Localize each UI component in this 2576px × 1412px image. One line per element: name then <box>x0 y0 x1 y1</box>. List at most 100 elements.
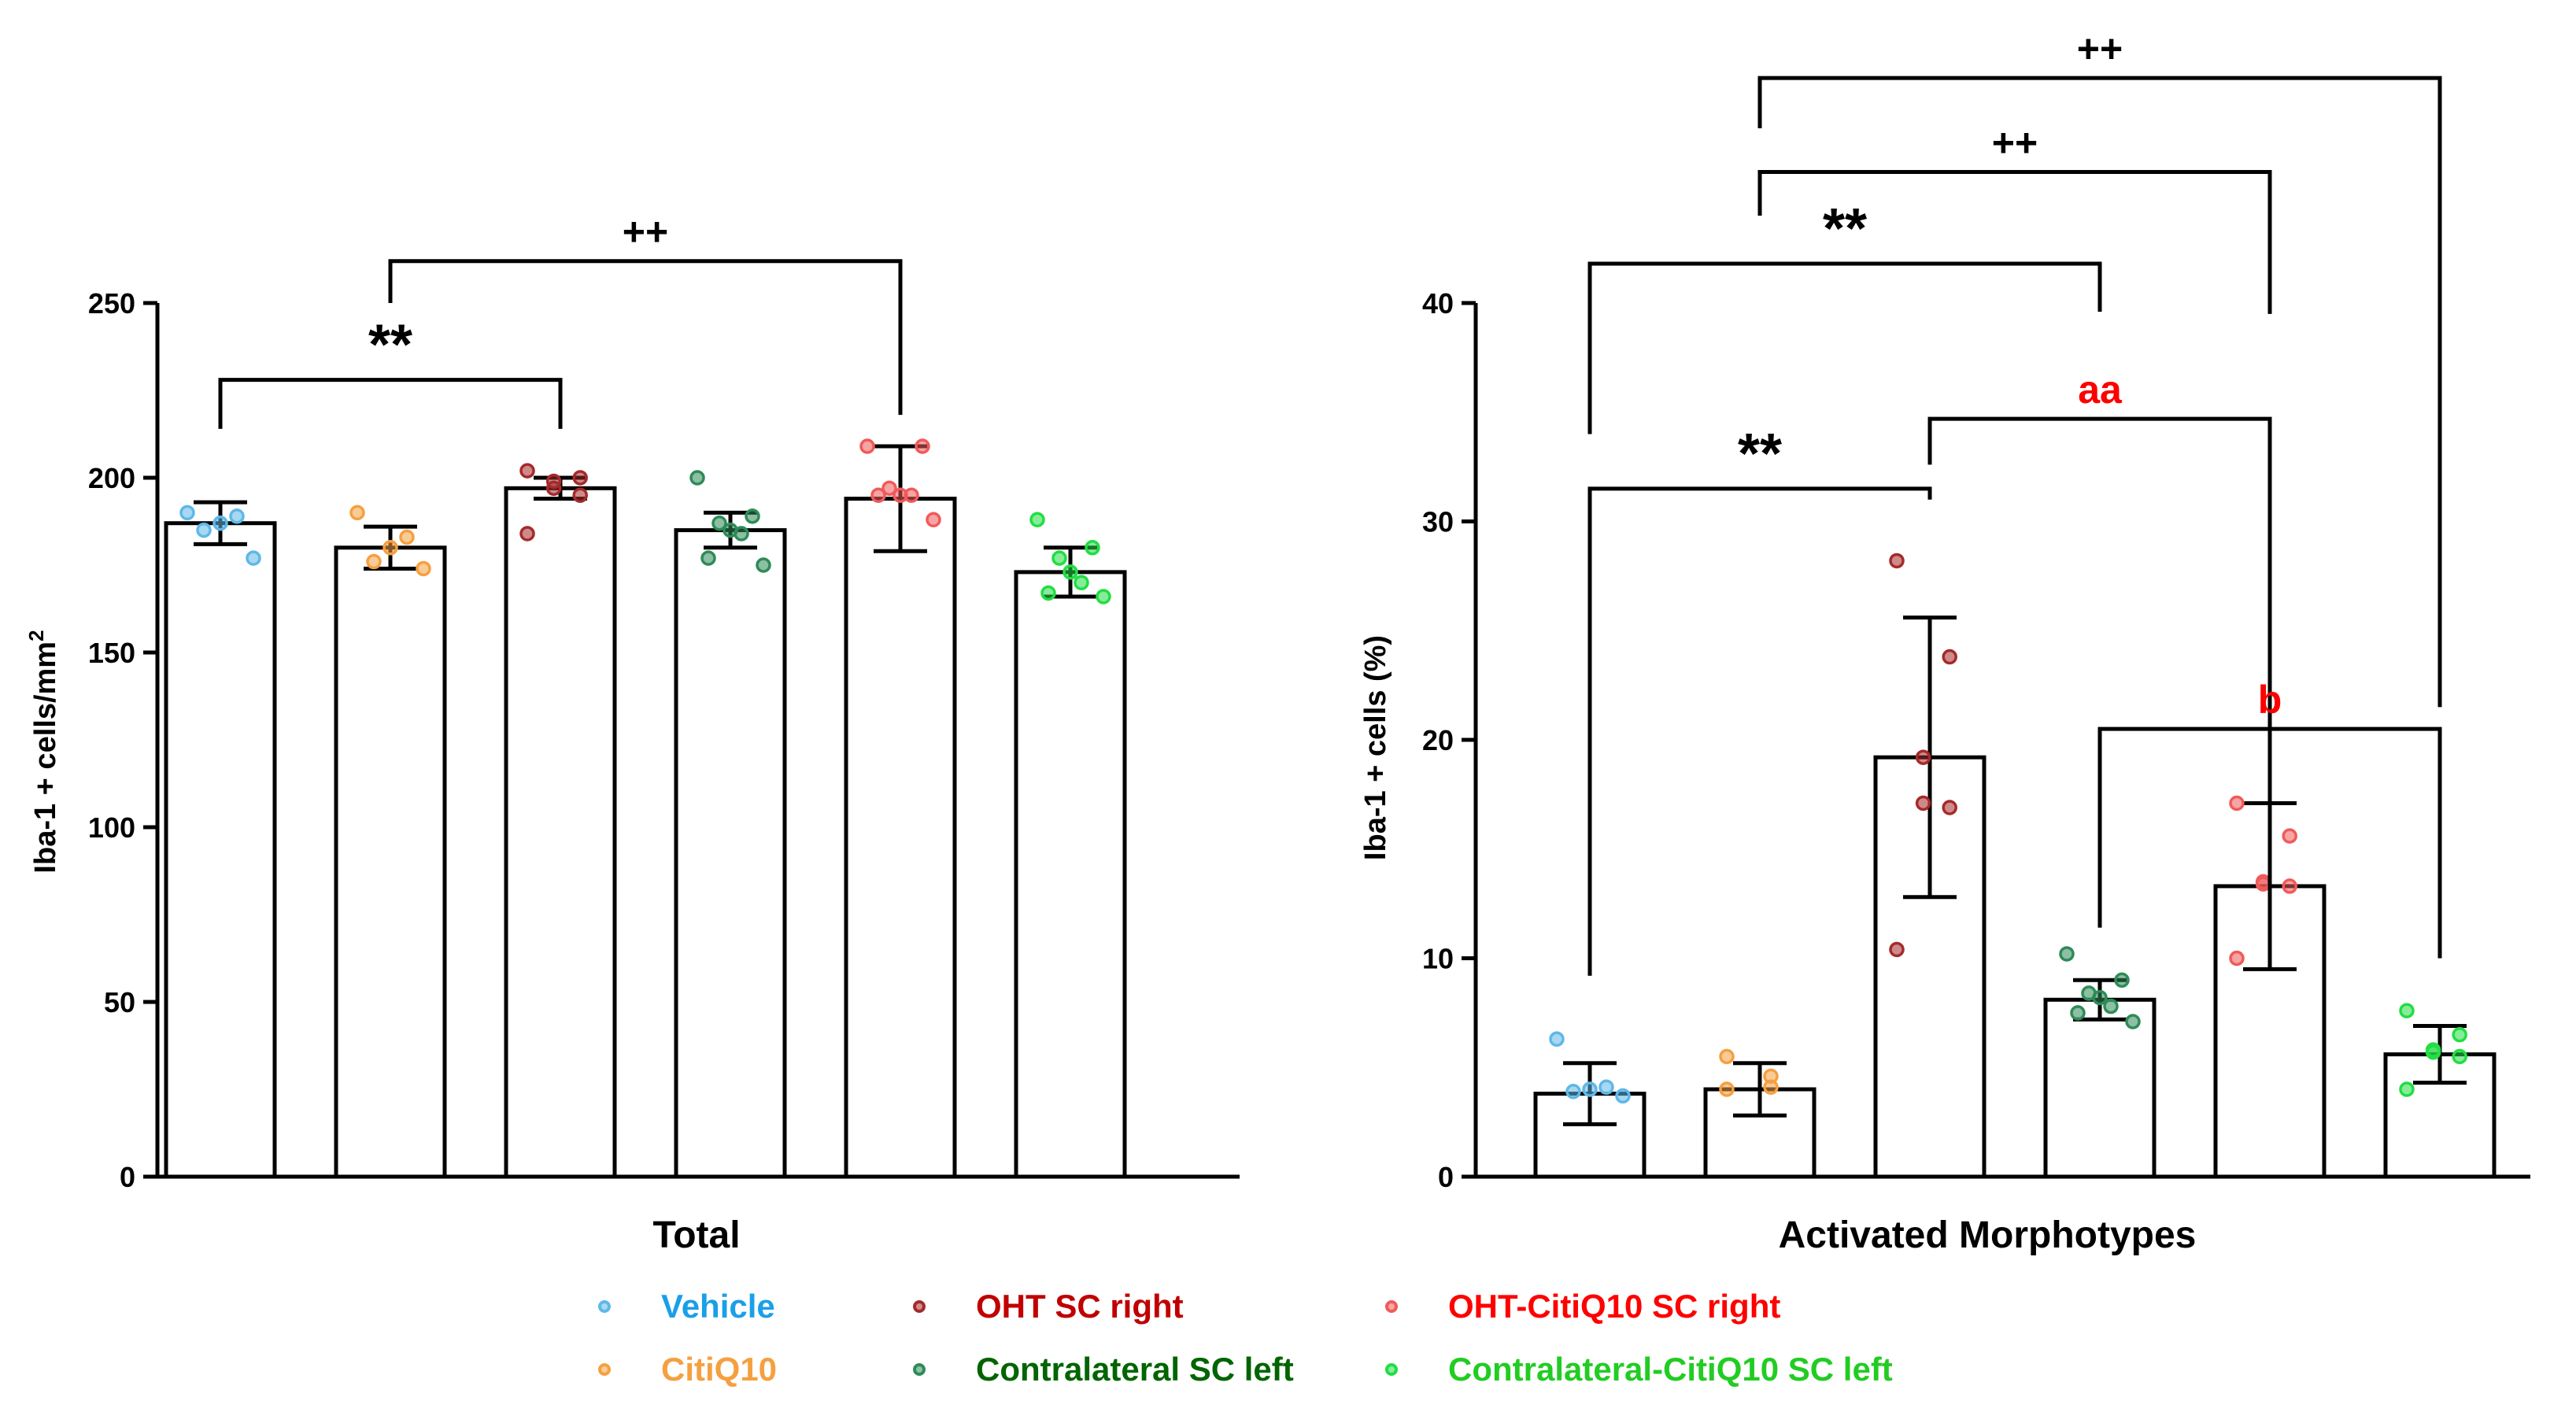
legend-item: OHT-CitiQ10 SC right <box>1385 1283 1780 1330</box>
data-point <box>904 487 919 503</box>
significance-bracket <box>1927 416 2272 970</box>
data-point <box>1915 749 1931 765</box>
data-point <box>2255 876 2271 892</box>
data-point <box>545 480 562 497</box>
data-point <box>2229 795 2245 811</box>
data-point <box>1942 649 1957 665</box>
y-tick-label: 100 <box>88 811 135 844</box>
legend-marker <box>1385 1300 1398 1313</box>
significance-bracket <box>1587 486 1932 976</box>
data-point <box>1040 585 1056 601</box>
data-point <box>1063 564 1078 580</box>
significance-label: ** <box>1823 198 1867 261</box>
data-point <box>711 515 727 531</box>
data-point <box>519 526 535 542</box>
y-axis-title-total: Iba-1 + cells/mm2 <box>24 630 62 873</box>
data-point <box>926 512 941 528</box>
legend-label: CitiQ10 <box>661 1351 778 1388</box>
data-point <box>2425 1044 2441 1060</box>
significance-bracket <box>1757 170 2272 314</box>
chart-activated-morphotypes: 0 10 20 30 40 ** ** aa b ++ ++ Activated Morphotyp… <box>1359 27 2530 1256</box>
bar-total-3 <box>504 486 617 1179</box>
data-point <box>1889 941 1905 958</box>
y-axis-title-activated: Iba-1 + cells (%) <box>1359 635 1392 860</box>
y-tick-label: 40 <box>1422 287 1454 320</box>
legend-label: Contralateral SC left <box>976 1351 1294 1388</box>
significance-bracket <box>218 378 563 429</box>
data-point <box>383 540 398 556</box>
legend-label: OHT SC right <box>976 1288 1184 1325</box>
significance-label: b <box>2258 678 2282 722</box>
data-point <box>2399 1003 2415 1018</box>
significance-bracket <box>1587 261 2102 434</box>
legend-label: Contralateral-CitiQ10 SC left <box>1448 1351 1893 1388</box>
data-point <box>1763 1079 1779 1095</box>
data-point <box>246 550 261 566</box>
data-point <box>1889 553 1905 569</box>
data-point <box>2103 998 2119 1015</box>
significance-label: ++ <box>623 210 668 254</box>
bar-total-6 <box>1014 570 1127 1179</box>
significance-label: ** <box>368 314 412 377</box>
data-point <box>881 480 897 497</box>
data-point <box>1942 800 1957 815</box>
significance-bracket <box>2097 726 2442 959</box>
legend-item: OHT SC right <box>913 1283 1184 1330</box>
data-point <box>1719 1081 1735 1097</box>
significance-bracket <box>388 259 903 416</box>
data-point <box>756 557 771 573</box>
data-point <box>2125 1014 2141 1029</box>
data-point <box>1096 589 1111 604</box>
data-point <box>870 487 886 503</box>
data-point <box>915 438 930 454</box>
data-point <box>1598 1079 1614 1095</box>
y-tick-label: 150 <box>88 637 135 669</box>
data-point <box>689 470 705 486</box>
data-point <box>1051 550 1067 566</box>
y-tick-label: 250 <box>88 287 135 320</box>
legend-item: CitiQ10 <box>598 1346 777 1393</box>
data-point <box>2070 1005 2086 1021</box>
data-point <box>2092 989 2108 1006</box>
data-point <box>213 515 228 531</box>
bar-total-1 <box>164 521 277 1179</box>
data-point <box>519 463 535 479</box>
bar-total-5 <box>844 497 957 1179</box>
data-point <box>2399 1081 2415 1097</box>
legend-label: Vehicle <box>661 1288 775 1325</box>
legend-item: Vehicle <box>598 1283 775 1330</box>
significance-bracket <box>1757 76 2442 708</box>
data-point <box>1582 1081 1598 1097</box>
y-tick-label: 0 <box>1438 1161 1454 1193</box>
data-point <box>1565 1084 1581 1100</box>
significance-label: ++ <box>1992 121 2038 165</box>
legend-marker <box>913 1300 926 1313</box>
data-point <box>399 529 415 545</box>
data-point <box>2282 878 2297 894</box>
significance-label: ++ <box>2077 27 2123 71</box>
y-tick-label: 30 <box>1422 506 1454 538</box>
data-point <box>1615 1088 1631 1104</box>
y-tick-label: 10 <box>1422 943 1454 975</box>
data-point <box>1549 1031 1565 1047</box>
legend-label: OHT-CitiQ10 SC right <box>1448 1288 1781 1325</box>
y-tick-label: 0 <box>120 1161 135 1193</box>
bar-total-4 <box>674 528 787 1179</box>
significance-label: aa <box>2078 368 2123 412</box>
legend-marker <box>598 1363 611 1376</box>
data-point <box>2229 950 2245 967</box>
data-point <box>1029 512 1045 528</box>
data-point <box>416 560 431 577</box>
y-tick-label: 50 <box>104 986 135 1018</box>
data-point <box>2452 1048 2467 1065</box>
data-point <box>349 505 365 521</box>
bar-total-2 <box>334 545 447 1179</box>
y-tick-label: 20 <box>1422 724 1454 756</box>
legend-item: Contralateral SC left <box>913 1346 1294 1393</box>
data-point <box>700 550 716 566</box>
x-axis-title-activated: Activated Morphotypes <box>1779 1214 2197 1256</box>
data-point <box>2114 972 2130 988</box>
data-point <box>572 487 588 503</box>
x-axis-title-total: Total <box>652 1214 740 1256</box>
